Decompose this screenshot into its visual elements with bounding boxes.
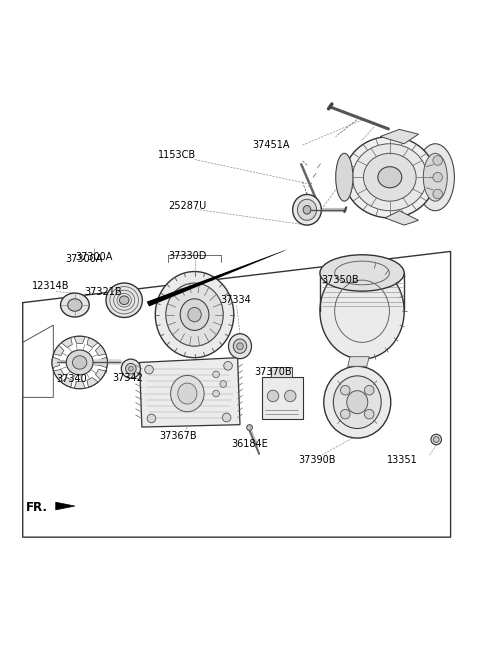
Ellipse shape [347, 391, 368, 414]
Ellipse shape [423, 154, 447, 201]
Text: 37390B: 37390B [298, 455, 336, 464]
Ellipse shape [320, 264, 404, 359]
Polygon shape [87, 377, 98, 388]
Ellipse shape [336, 154, 353, 201]
Polygon shape [56, 502, 75, 510]
Polygon shape [61, 377, 72, 388]
Circle shape [364, 386, 374, 395]
Polygon shape [53, 369, 64, 380]
Ellipse shape [121, 359, 141, 379]
Ellipse shape [156, 272, 234, 358]
Text: 37367B: 37367B [159, 431, 197, 441]
Text: 13351: 13351 [387, 455, 418, 464]
Circle shape [433, 437, 439, 442]
Circle shape [220, 380, 227, 387]
Text: 37321B: 37321B [85, 287, 122, 297]
Circle shape [340, 409, 350, 419]
Ellipse shape [72, 356, 87, 369]
Circle shape [433, 155, 443, 165]
Ellipse shape [228, 334, 252, 359]
Circle shape [147, 414, 156, 422]
Polygon shape [96, 369, 106, 380]
Polygon shape [52, 358, 60, 368]
Ellipse shape [293, 194, 322, 225]
Polygon shape [380, 129, 419, 144]
Circle shape [285, 390, 296, 401]
Ellipse shape [237, 343, 243, 350]
Circle shape [222, 413, 231, 422]
Polygon shape [96, 345, 106, 356]
Circle shape [145, 365, 154, 374]
Ellipse shape [106, 283, 143, 318]
Ellipse shape [333, 376, 381, 428]
Polygon shape [99, 358, 108, 368]
Circle shape [213, 371, 219, 378]
Circle shape [340, 386, 350, 395]
Polygon shape [385, 211, 419, 225]
Ellipse shape [178, 383, 197, 404]
Polygon shape [61, 337, 72, 348]
Polygon shape [140, 358, 240, 427]
Circle shape [224, 361, 232, 370]
Ellipse shape [170, 375, 204, 412]
Text: 37370B: 37370B [255, 367, 292, 377]
Text: 37342: 37342 [112, 373, 143, 383]
Polygon shape [53, 345, 64, 356]
Text: 37350B: 37350B [322, 275, 360, 285]
Circle shape [364, 409, 374, 419]
Polygon shape [74, 336, 85, 344]
Text: 25287U: 25287U [168, 201, 206, 211]
Ellipse shape [60, 293, 89, 317]
Text: 37451A: 37451A [252, 140, 290, 150]
Ellipse shape [298, 199, 317, 220]
Ellipse shape [129, 366, 133, 371]
Ellipse shape [188, 308, 201, 322]
Polygon shape [74, 381, 85, 389]
Polygon shape [147, 249, 288, 306]
Ellipse shape [66, 350, 93, 375]
Text: FR.: FR. [25, 501, 48, 514]
Circle shape [433, 173, 443, 182]
Circle shape [433, 189, 443, 199]
Ellipse shape [68, 298, 82, 311]
Ellipse shape [363, 154, 416, 201]
Ellipse shape [126, 363, 136, 374]
Polygon shape [271, 367, 292, 377]
Ellipse shape [352, 144, 427, 211]
Ellipse shape [416, 144, 455, 211]
Text: 12314B: 12314B [32, 281, 70, 291]
Ellipse shape [166, 283, 223, 346]
Polygon shape [87, 337, 98, 348]
Polygon shape [262, 377, 303, 419]
Circle shape [267, 390, 279, 401]
Text: 37330D: 37330D [168, 251, 206, 261]
Ellipse shape [344, 136, 435, 218]
Text: 36184E: 36184E [231, 439, 268, 449]
Circle shape [213, 390, 219, 397]
Ellipse shape [378, 167, 402, 188]
Text: 37300A: 37300A [75, 252, 113, 262]
Ellipse shape [180, 298, 209, 331]
Polygon shape [348, 357, 369, 366]
Text: 37334: 37334 [220, 295, 251, 305]
Ellipse shape [320, 255, 404, 291]
Text: 37340: 37340 [56, 374, 87, 384]
Text: 37300A: 37300A [66, 254, 103, 264]
Ellipse shape [324, 366, 391, 438]
Ellipse shape [120, 296, 129, 304]
Circle shape [247, 424, 252, 430]
Circle shape [431, 434, 442, 445]
Ellipse shape [303, 205, 311, 214]
Text: 1153CB: 1153CB [158, 150, 196, 160]
Ellipse shape [233, 339, 247, 354]
